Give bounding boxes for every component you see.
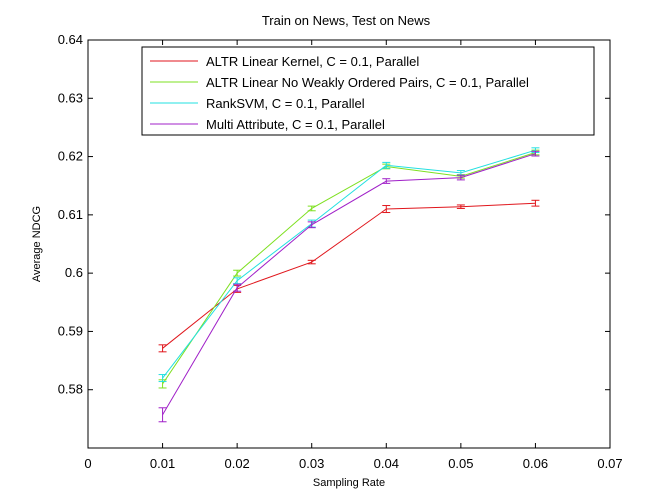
legend-label: ALTR Linear No Weakly Ordered Pairs, C =… — [206, 75, 529, 90]
error-bar — [382, 178, 391, 184]
error-bar — [382, 161, 391, 169]
series-line — [162, 149, 536, 379]
error-bar — [531, 199, 540, 207]
legend-box — [141, 46, 595, 136]
x-axis-label: Sampling Rate — [313, 477, 385, 489]
x-tick-label: 0.07 — [597, 456, 622, 471]
series-4 — [158, 150, 540, 423]
legend-label: ALTR Linear Kernel, C = 0.1, Parallel — [206, 54, 419, 69]
series-1 — [158, 199, 540, 353]
series-layer — [158, 147, 540, 423]
x-tick-label: 0.06 — [523, 456, 548, 471]
error-bar — [456, 204, 465, 209]
series-line — [162, 152, 536, 385]
error-bar — [158, 374, 167, 383]
error-bar — [233, 277, 242, 285]
y-tick-label: 0.58 — [58, 382, 83, 397]
x-tick-label: 0.05 — [448, 456, 473, 471]
error-bar — [158, 344, 167, 353]
x-tick-label: 0.03 — [299, 456, 324, 471]
y-tick-label: 0.6 — [65, 265, 83, 280]
error-bar — [307, 221, 316, 229]
error-bar — [233, 269, 242, 277]
error-bar — [307, 205, 316, 212]
x-tick-label: 0.01 — [150, 456, 175, 471]
axis-ticks: 0 0.01 0.02 0.03 0.04 0.05 0.06 0.07 0.58 0.59 0.6… — [58, 32, 623, 471]
error-bar — [233, 283, 242, 292]
series-line — [162, 153, 536, 416]
y-tick-label: 0.59 — [58, 323, 83, 338]
y-tick-label: 0.62 — [58, 149, 83, 164]
legend-label: RankSVM, C = 0.1, Parallel — [206, 96, 365, 111]
error-bar — [158, 407, 167, 423]
error-bar — [456, 174, 465, 181]
y-tick-label: 0.61 — [58, 207, 83, 222]
x-tick-label: 0.02 — [224, 456, 249, 471]
error-bar — [382, 205, 391, 214]
legend-label: Multi Attribute, C = 0.1, Parallel — [206, 117, 385, 132]
y-axis-label: Average NDCG — [31, 206, 43, 282]
x-tick-label: 0 — [84, 456, 91, 471]
series-line — [162, 202, 536, 349]
y-tick-label: 0.64 — [58, 32, 83, 47]
error-bar — [307, 259, 316, 265]
legend: ALTR Linear Kernel, C = 0.1, Parallel ALT… — [141, 46, 595, 136]
y-tick-label: 0.63 — [58, 90, 83, 105]
error-bar — [531, 150, 540, 157]
x-tick-label: 0.04 — [374, 456, 399, 471]
chart-title: Train on News, Test on News — [262, 13, 431, 28]
